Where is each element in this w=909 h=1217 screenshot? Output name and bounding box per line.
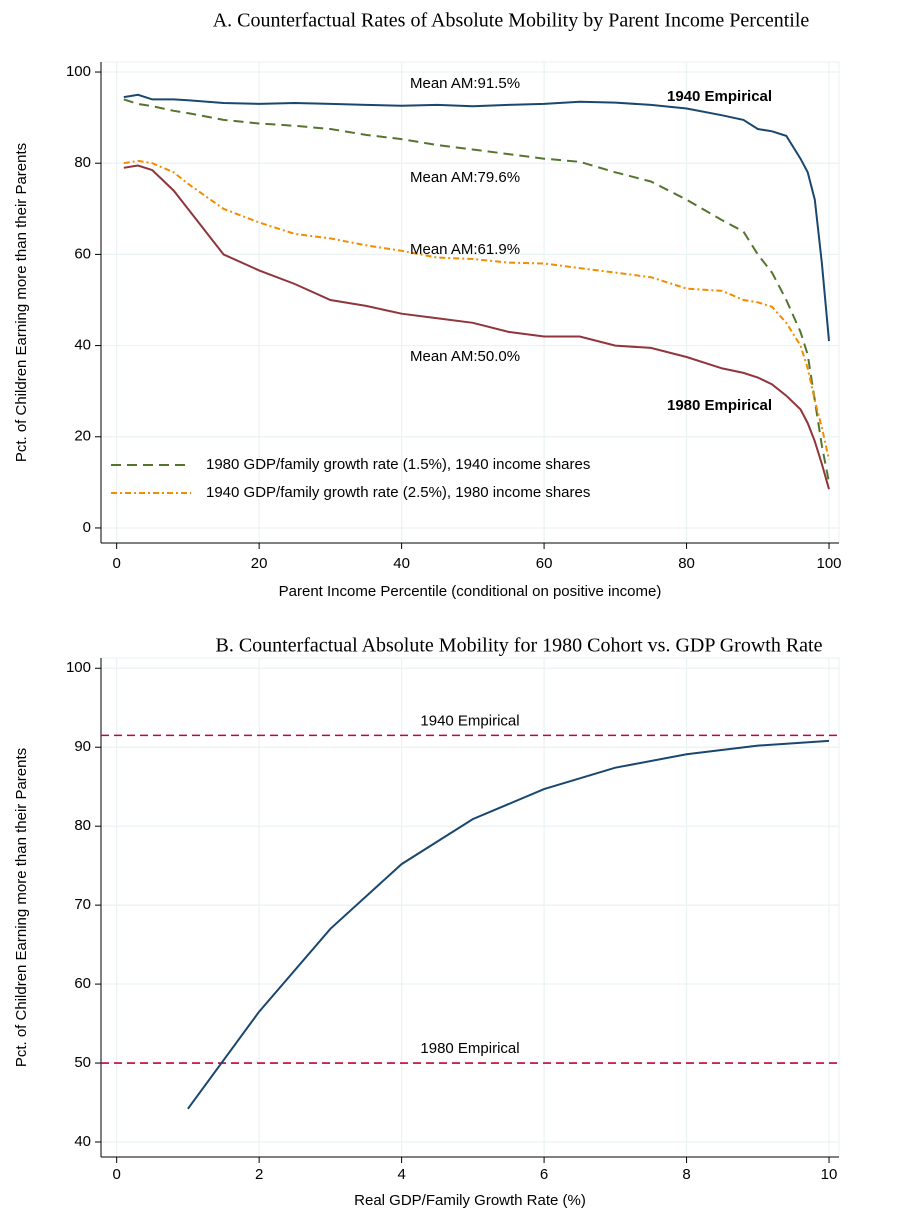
y-tick-label: 40 <box>74 1133 91 1150</box>
y-tick-label: 90 <box>74 738 91 755</box>
annotation: Mean AM:50.0% <box>410 348 520 365</box>
legend-label: 1940 GDP/family growth rate (2.5%), 1980… <box>206 484 590 501</box>
series-line <box>123 159 830 460</box>
y-tick-label: 70 <box>74 896 91 913</box>
y-tick-label: 100 <box>66 659 91 676</box>
x-tick-label: 0 <box>112 1166 120 1183</box>
series-line <box>123 98 830 483</box>
x-tick-label: 100 <box>817 555 842 572</box>
y-tick-label: 60 <box>74 975 91 992</box>
legend-label: 1980 GDP/family growth rate (1.5%), 1940… <box>206 456 590 473</box>
x-tick-label: 4 <box>397 1166 405 1183</box>
x-tick-label: 2 <box>255 1166 263 1183</box>
plot-area <box>100 657 840 1158</box>
y-tick-label: 50 <box>74 1054 91 1071</box>
y-tick-label: 20 <box>74 428 91 445</box>
y-tick-label: 80 <box>74 154 91 171</box>
chart-title: A. Counterfactual Rates of Absolute Mobi… <box>213 10 810 32</box>
annotation: Mean AM:61.9% <box>410 241 520 258</box>
x-tick-label: 40 <box>393 555 410 572</box>
reference-label: 1940 Empirical <box>420 712 519 729</box>
annotation: Mean AM:79.6% <box>410 169 520 186</box>
x-tick-label: 0 <box>112 555 120 572</box>
x-tick-label: 20 <box>251 555 268 572</box>
series-label: 1980 Empirical <box>667 397 772 414</box>
y-tick-label: 40 <box>74 337 91 354</box>
series-label: 1940 Empirical <box>667 88 772 105</box>
x-tick-label: 8 <box>682 1166 690 1183</box>
y-tick-label: 100 <box>66 63 91 80</box>
x-tick-label: 80 <box>678 555 695 572</box>
x-tick-label: 10 <box>821 1166 838 1183</box>
series-line <box>187 739 830 1110</box>
x-tick-label: 60 <box>536 555 553 572</box>
series-line <box>123 93 830 342</box>
plot-area <box>100 61 840 544</box>
reference-label: 1980 Empirical <box>420 1040 519 1057</box>
y-axis-label: Pct. of Children Earning more than their… <box>13 748 30 1067</box>
x-axis-label: Real GDP/Family Growth Rate (%) <box>354 1192 586 1209</box>
chart-title: B. Counterfactual Absolute Mobility for … <box>216 635 823 657</box>
y-tick-label: 60 <box>74 245 91 262</box>
x-axis-label: Parent Income Percentile (conditional on… <box>279 583 662 600</box>
y-axis-label: Pct. of Children Earning more than their… <box>13 143 30 462</box>
y-tick-label: 0 <box>83 519 91 536</box>
x-tick-label: 6 <box>540 1166 548 1183</box>
annotation: Mean AM:91.5% <box>410 75 520 92</box>
y-tick-label: 80 <box>74 817 91 834</box>
series-line <box>123 164 830 490</box>
